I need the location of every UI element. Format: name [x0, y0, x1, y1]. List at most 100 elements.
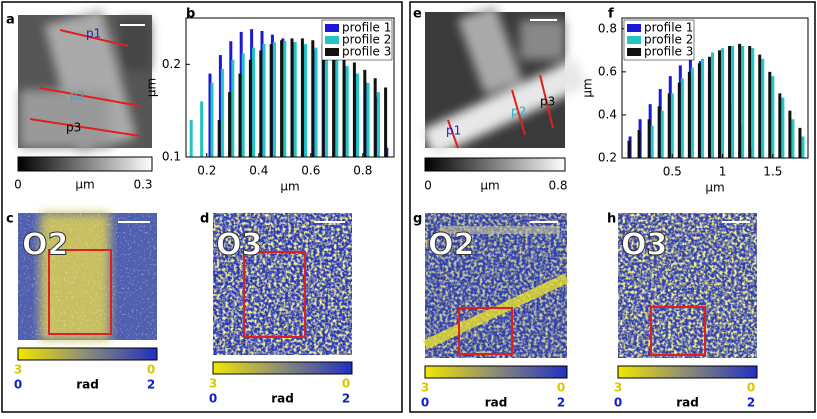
y-tick-label: 0.2 [162, 57, 181, 71]
y-tick-label: 0.1 [162, 150, 181, 164]
legend-label: profile 1 [644, 21, 693, 35]
legend-swatch [325, 48, 339, 56]
x-tick-label: 0.5 [663, 165, 682, 179]
bar [373, 78, 377, 157]
bar [738, 43, 742, 158]
bar [311, 40, 315, 157]
bar [356, 73, 360, 157]
colorbar [212, 361, 353, 375]
bar [335, 59, 339, 158]
panel-overlay: O2 [428, 228, 474, 263]
colorbar-label: 3 [209, 377, 217, 391]
colorbar [424, 365, 568, 379]
x-tick-label: 0.8 [353, 164, 372, 178]
colorbar-label: rad [676, 396, 699, 410]
x-axis-label: µm [280, 180, 299, 194]
profile-label: p2 [511, 105, 526, 119]
bar [707, 56, 711, 159]
colorbar [17, 156, 153, 172]
axes-frame [185, 17, 395, 158]
bar [751, 48, 755, 158]
colorbar-label: 3 [14, 363, 22, 377]
bar [231, 59, 235, 158]
panel-letter: g [413, 212, 422, 227]
bar [217, 119, 221, 157]
colorbar-label: 2 [747, 396, 755, 410]
profile-label: p3 [66, 121, 81, 135]
legend-swatch [627, 36, 641, 44]
bar [280, 40, 284, 157]
legend-label: profile 1 [342, 21, 391, 35]
bar [748, 46, 752, 158]
phase-image [18, 213, 157, 340]
bar [259, 50, 263, 157]
bar [218, 55, 222, 157]
y-tick-label: 0.8 [598, 21, 617, 35]
phase-image [422, 213, 570, 358]
bar [700, 58, 704, 158]
bar [647, 119, 651, 158]
panel-letter: f [608, 7, 614, 22]
bar [670, 93, 674, 158]
legend-swatch [325, 36, 339, 44]
panel-overlay: O3 [216, 228, 262, 263]
y-axis-label: µm [145, 78, 159, 97]
bar [660, 110, 664, 158]
bar [680, 78, 684, 158]
panel-overlay: O2 [22, 228, 68, 263]
bar [272, 42, 276, 157]
colorbar-label: 0 [342, 377, 350, 391]
legend-label: profile 3 [342, 45, 391, 59]
bar [761, 58, 765, 158]
bar [342, 55, 346, 157]
bar [248, 59, 252, 158]
bar [283, 41, 287, 157]
phase-image [618, 213, 757, 358]
bar [650, 125, 654, 158]
bar [718, 50, 722, 158]
panel-letter: b [186, 7, 195, 22]
bar [189, 119, 193, 157]
colorbar-label: 0.8 [548, 179, 567, 193]
bar [228, 92, 232, 157]
bar [781, 97, 785, 158]
bar [200, 101, 204, 157]
bar [262, 43, 266, 157]
colorbar-label: 0 [14, 178, 22, 192]
colorbar-label: rad [271, 392, 294, 406]
colorbar-label: 2 [557, 396, 565, 410]
bar [731, 46, 735, 158]
colorbar-label: 0 [14, 378, 22, 392]
right-frame [409, 1, 816, 413]
colorbar [17, 347, 158, 361]
y-tick-label: 0.2 [598, 151, 617, 165]
panel-letter: h [607, 212, 616, 227]
colorbar-label: µm [480, 179, 499, 193]
bar [791, 119, 795, 158]
colorbar-label: 0.3 [133, 178, 152, 192]
bar [314, 47, 318, 157]
bar [269, 43, 273, 157]
profile-label: p1 [446, 124, 461, 138]
bar [384, 87, 388, 157]
bar [697, 63, 701, 158]
bar [768, 71, 772, 158]
legend-label: profile 3 [644, 45, 693, 59]
colorbar-label: 2 [147, 378, 155, 392]
bar [728, 46, 732, 158]
colorbar-label: 2 [342, 392, 350, 406]
y-tick-label: 0.4 [598, 107, 617, 121]
x-tick-label: 0.6 [301, 164, 320, 178]
afm-image [18, 9, 152, 154]
bar [798, 127, 802, 158]
panel-letter: e [413, 7, 422, 22]
colorbar-label: 0 [557, 381, 565, 395]
bar [637, 130, 641, 158]
bar [376, 92, 380, 157]
colorbar [424, 157, 566, 172]
afm-image [421, 5, 588, 158]
colorbar-label: rad [76, 378, 99, 392]
bar [677, 82, 681, 158]
panel-letter: d [200, 212, 209, 227]
